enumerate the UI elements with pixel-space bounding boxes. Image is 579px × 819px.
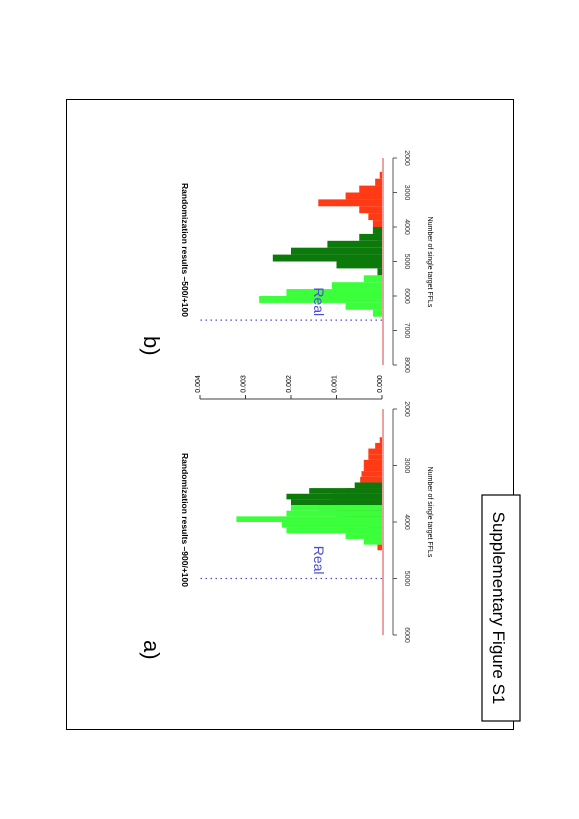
panel-b-bar-dark_green-1 bbox=[359, 233, 382, 241]
panel-b-bar-red-3 bbox=[345, 192, 382, 200]
panel-b-bar-dark_green-4 bbox=[272, 254, 382, 262]
panel-b-bar-dark_green-0 bbox=[372, 227, 382, 234]
panel-b-xlabel: Number of single target FFLs bbox=[426, 217, 433, 308]
figure-label: Supplementary Figure S1 bbox=[489, 512, 508, 705]
panel-b-x-tick-label-1: 3000 bbox=[403, 185, 410, 201]
panel-b-title: Randomization results –500/+100 bbox=[180, 183, 190, 317]
panel-a-x-tick-label-0: 2000 bbox=[403, 401, 410, 417]
panel-a-bar-light_green-2 bbox=[236, 516, 382, 522]
panel-b-y-tick-label-1: 0.001 bbox=[332, 375, 339, 393]
panel-b-y-tick-label-0: 0.000 bbox=[377, 375, 384, 393]
panel-a: a) Randomization results –900/+100 Numbe… bbox=[139, 375, 433, 659]
panel-a-y-tick-label-3: 0.003 bbox=[241, 375, 248, 393]
panel-a-x-tick-label-3: 5000 bbox=[403, 571, 410, 587]
panel-a-bar-red-0 bbox=[379, 437, 382, 443]
panel-b-y-tick-label-4: 0.004 bbox=[195, 375, 202, 393]
panel-b-x-tick-label-0: 2000 bbox=[403, 150, 410, 166]
panel-a-bar-red-19 bbox=[377, 544, 382, 551]
panel-b-bar-red-2 bbox=[359, 185, 382, 193]
panel-a-bar-dark_green-3 bbox=[291, 499, 382, 506]
panel-b-bar-dark_green-2 bbox=[327, 240, 382, 248]
panel-b-y-tick-label-2: 0.002 bbox=[286, 375, 293, 393]
panel-b-real-label: Real bbox=[311, 287, 327, 316]
figure-frame bbox=[66, 99, 514, 730]
panel-a-bar-red-3 bbox=[368, 454, 382, 460]
panel-b-label: b) bbox=[139, 336, 164, 356]
panel-a-bar-red-5 bbox=[363, 465, 382, 472]
panel-b-x-tick-label-6: 8000 bbox=[403, 357, 410, 373]
panel-a-bar-light_green-1 bbox=[286, 510, 382, 517]
panel-a-bar-dark_green-0 bbox=[354, 482, 382, 489]
panel-a-bar-light_green-4 bbox=[286, 527, 382, 534]
panel-b-bar-red-5 bbox=[359, 206, 382, 214]
panel-b-bar-dark_green-5 bbox=[336, 261, 382, 269]
panel-a-bar-light_green-5 bbox=[345, 533, 382, 539]
panel-b-x-tick-label-4: 6000 bbox=[403, 288, 410, 304]
panel-a-bar-light_green-6 bbox=[363, 538, 382, 545]
panel-a-bar-dark_green-1 bbox=[309, 488, 382, 494]
panel-a-x-tick-label-2: 4000 bbox=[403, 514, 410, 530]
panel-a-x-tick-label-4: 6000 bbox=[403, 627, 410, 643]
panel-b-bar-red-4 bbox=[318, 199, 382, 207]
panel-b-bar-light_green-0 bbox=[363, 275, 382, 283]
panel-a-y-tick-label-2: 0.002 bbox=[286, 375, 293, 393]
panel-b-bar-dark_green-6 bbox=[377, 268, 382, 276]
panel-a-xlabel: Number of single target FFLs bbox=[426, 467, 433, 558]
panel-b-bar-red-6 bbox=[368, 213, 382, 221]
panel-b-bar-light_green-4 bbox=[345, 302, 382, 310]
panel-b-x-tick-label-2: 4000 bbox=[403, 219, 410, 235]
panel-b-x-tick-label-5: 7000 bbox=[403, 323, 410, 339]
panel-b-bar-light_green-3 bbox=[259, 296, 382, 303]
panel-b-bar-light_green-5 bbox=[372, 309, 382, 317]
figure-label-box bbox=[481, 494, 521, 722]
panel-a-y-tick-label-0: 0.000 bbox=[377, 375, 384, 393]
panel-a-bar-red-6 bbox=[361, 471, 382, 477]
panel-a-bar-light_green-0 bbox=[291, 505, 382, 511]
panel-a-bar-light_green-3 bbox=[281, 522, 382, 528]
panel-b-x-tick-label-3: 5000 bbox=[403, 254, 410, 270]
panel-b-bar-red-1 bbox=[375, 178, 382, 186]
panel-b-bar-dark_green-3 bbox=[291, 247, 382, 255]
panel-a-bar-red-4 bbox=[363, 459, 382, 466]
panel-a-title: Randomization results –900/+100 bbox=[180, 453, 190, 587]
panel-a-bar-red-7 bbox=[360, 476, 382, 483]
panel-b-y-tick-label-3: 0.003 bbox=[241, 375, 248, 393]
panel-b: b) Randomization results –500/+100 Numbe… bbox=[139, 150, 433, 400]
panel-b-bar-light_green-1 bbox=[331, 282, 382, 290]
panel-b-bar-red-0 bbox=[379, 171, 382, 179]
panel-a-bar-red-1 bbox=[375, 442, 382, 449]
panel-a-x-tick-label-1: 3000 bbox=[403, 458, 410, 474]
panel-a-real-label: Real bbox=[311, 546, 327, 575]
panel-a-bar-dark_green-2 bbox=[286, 493, 382, 500]
panel-a-bar-red-2 bbox=[368, 448, 382, 455]
panel-a-y-tick-label-1: 0.001 bbox=[332, 375, 339, 393]
panel-a-label: a) bbox=[139, 640, 164, 660]
panel-b-bar-red-7 bbox=[372, 220, 382, 228]
panel-a-y-tick-label-4: 0.004 bbox=[195, 375, 202, 393]
panel-b-bar-light_green-2 bbox=[286, 289, 382, 297]
